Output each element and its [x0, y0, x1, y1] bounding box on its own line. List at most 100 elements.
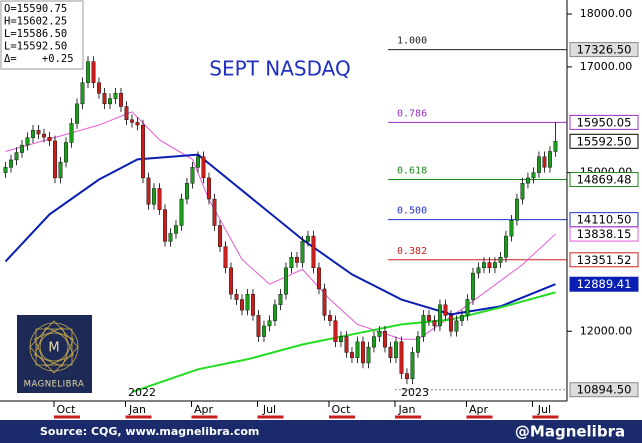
year-label: 2023 [401, 386, 429, 399]
ohlc-line: L=15586.50 [4, 28, 67, 40]
candle-body [388, 346, 393, 358]
candle-body [399, 341, 404, 374]
candle-body [119, 93, 123, 107]
candle-body [537, 156, 541, 173]
candle-body [465, 299, 470, 316]
price-box-label: 15950.05 [577, 115, 632, 129]
price-box-label: 14869.48 [577, 173, 632, 187]
candle-body [405, 373, 409, 380]
candle-body [339, 336, 343, 343]
candle-body [141, 124, 145, 179]
x-tick-label: Jul [537, 403, 551, 416]
fib-ratio: 0.618 [397, 166, 427, 177]
candle-body [229, 267, 233, 295]
candle-body [168, 233, 173, 242]
price-box [569, 172, 639, 188]
moving-average [4, 153, 556, 316]
candle-body [526, 177, 530, 184]
candle-body [135, 122, 140, 126]
candle-body [245, 294, 250, 311]
price-box [569, 42, 639, 58]
price-box-label: 13838.15 [577, 227, 632, 241]
candle-body [69, 123, 74, 143]
candle-body [355, 341, 360, 358]
fib-ratio: 0.382 [397, 246, 427, 257]
candle-body [471, 272, 475, 300]
candle-body [240, 299, 244, 311]
candle-body [410, 352, 415, 380]
candle-body [146, 177, 151, 205]
candle-body [487, 262, 492, 269]
candle-body [20, 144, 24, 153]
candle-body [157, 188, 162, 210]
candle-body [53, 140, 57, 179]
logo-pattern [29, 320, 79, 374]
x-tick-label: Apr [469, 403, 489, 416]
candle-body [482, 262, 486, 269]
candle-body [9, 159, 13, 168]
candle-body [97, 82, 101, 94]
candle-body [383, 331, 387, 348]
price-box-label: 12889.41 [577, 277, 632, 291]
y-tick-label: 17000.00 [580, 60, 633, 73]
candle-body [504, 235, 508, 258]
candle-body [201, 156, 206, 179]
candle-body [350, 352, 354, 358]
candle-body [223, 246, 228, 269]
candle-body [174, 225, 178, 234]
candle-body [25, 137, 30, 146]
candle-body [306, 235, 310, 242]
price-box-label: 13351.52 [577, 253, 632, 267]
candle-body [152, 188, 156, 205]
ohlc-line: L=15592.50 [4, 41, 67, 53]
candle-body [542, 156, 547, 168]
candle-body [75, 103, 79, 124]
candle-body [460, 315, 464, 321]
candle-body [427, 315, 431, 321]
candle-body [218, 225, 222, 247]
candle-body [179, 198, 184, 226]
x-tick-label: Jan [397, 403, 415, 416]
candle-body [328, 315, 332, 321]
logo-text: MAGNELIBRA [24, 380, 85, 390]
x-tick-label: Oct [331, 403, 351, 416]
ohlc-box: O=15590.75H=15602.25L=15586.50L=15592.50… [0, 0, 84, 70]
candle-body [163, 209, 167, 242]
candle-body [284, 267, 288, 295]
price-box [569, 276, 639, 292]
candle-body [3, 167, 8, 173]
price-box-label: 17326.50 [577, 43, 632, 57]
price-box [569, 382, 639, 398]
candle-body [91, 61, 96, 83]
candle-body [421, 315, 426, 337]
candle-body [102, 93, 107, 105]
candle-body [443, 304, 448, 316]
candle-body [80, 82, 85, 105]
candle-body [322, 288, 327, 316]
candle-body [256, 315, 261, 337]
candle-body [190, 167, 195, 184]
price-box [569, 114, 639, 130]
candle-body [234, 294, 239, 300]
candle-body [108, 98, 112, 105]
price-box-label: 10894.50 [577, 383, 632, 397]
moving-average [5, 111, 556, 340]
candle-body [432, 320, 437, 327]
candle-body [64, 142, 68, 163]
logo-mark: M [48, 341, 59, 356]
source-text: Source: CQG, www.magnelibra.com [40, 425, 259, 438]
candle-body [454, 320, 459, 332]
price-box [569, 226, 639, 242]
candle-body [394, 341, 398, 358]
footer [0, 420, 642, 443]
candle-body [531, 172, 536, 179]
candle-body [207, 177, 211, 200]
x-tick-label: Jan [128, 403, 146, 416]
candle-body [251, 294, 255, 316]
fib-ratio: 0.786 [397, 108, 427, 119]
moving-average [131, 291, 556, 394]
candle-body [267, 320, 272, 327]
candle-body [130, 119, 134, 123]
